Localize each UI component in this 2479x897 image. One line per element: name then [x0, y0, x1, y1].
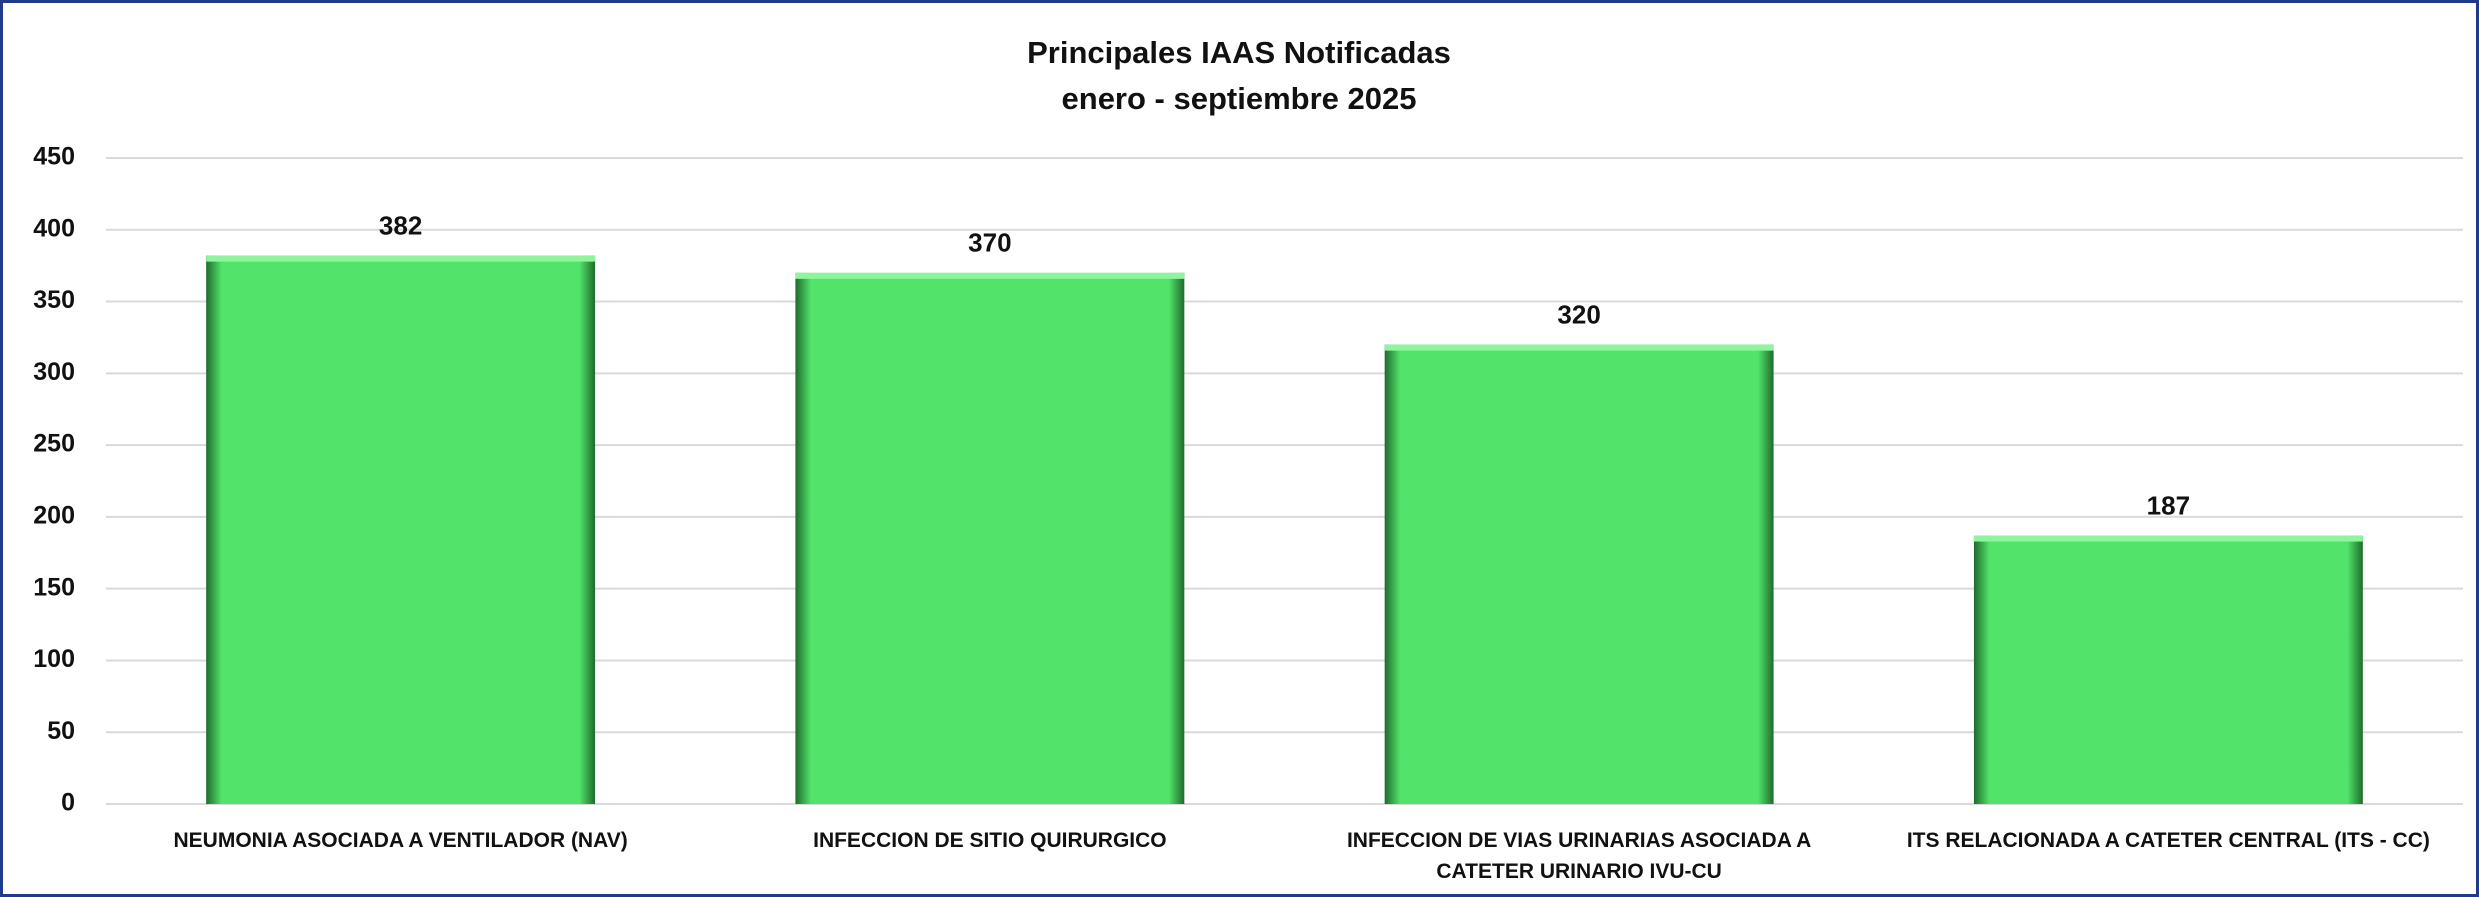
- bar: [1973, 535, 2363, 804]
- data-label: 370: [968, 228, 1011, 258]
- bar: [795, 272, 1185, 804]
- y-tick-label: 450: [33, 143, 75, 171]
- y-tick-label: 300: [33, 358, 75, 386]
- data-label: 320: [1557, 299, 1600, 329]
- x-tick-label: INFECCION DE VIAS URINARIAS ASOCIADA A C…: [1346, 829, 1812, 883]
- x-tick-label: NEUMONIA ASOCIADA A VENTILADOR (NAV): [173, 829, 628, 852]
- x-tick-label: INFECCION DE SITIO QUIRURGICO: [813, 829, 1167, 852]
- bar-bevel: [1384, 344, 1774, 351]
- chart-subtitle: enero - septiembre 2025: [1062, 81, 1417, 116]
- chart-title: Principales IAAS Notificadas: [1027, 35, 1451, 70]
- data-label: 382: [379, 210, 422, 240]
- bar: [206, 255, 596, 804]
- y-tick-label: 100: [33, 645, 75, 673]
- bar: [1384, 344, 1774, 804]
- bar-bevel: [1973, 535, 2363, 542]
- data-label: 187: [2147, 490, 2190, 520]
- y-tick-label: 50: [47, 717, 75, 745]
- bar-bevel: [795, 272, 1185, 279]
- chart-svg: Principales IAAS Notificadas enero - sep…: [33, 35, 2463, 817]
- y-tick-label: 0: [61, 789, 75, 817]
- x-tick-label: ITS RELACIONADA A CATETER CENTRAL (ITS -…: [1906, 829, 2430, 852]
- y-tick-label: 150: [33, 573, 75, 601]
- y-tick-label: 400: [33, 214, 75, 242]
- y-tick-label: 350: [33, 286, 75, 314]
- y-tick-label: 200: [33, 501, 75, 529]
- bar-bevel: [206, 255, 596, 262]
- y-tick-label: 250: [33, 430, 75, 458]
